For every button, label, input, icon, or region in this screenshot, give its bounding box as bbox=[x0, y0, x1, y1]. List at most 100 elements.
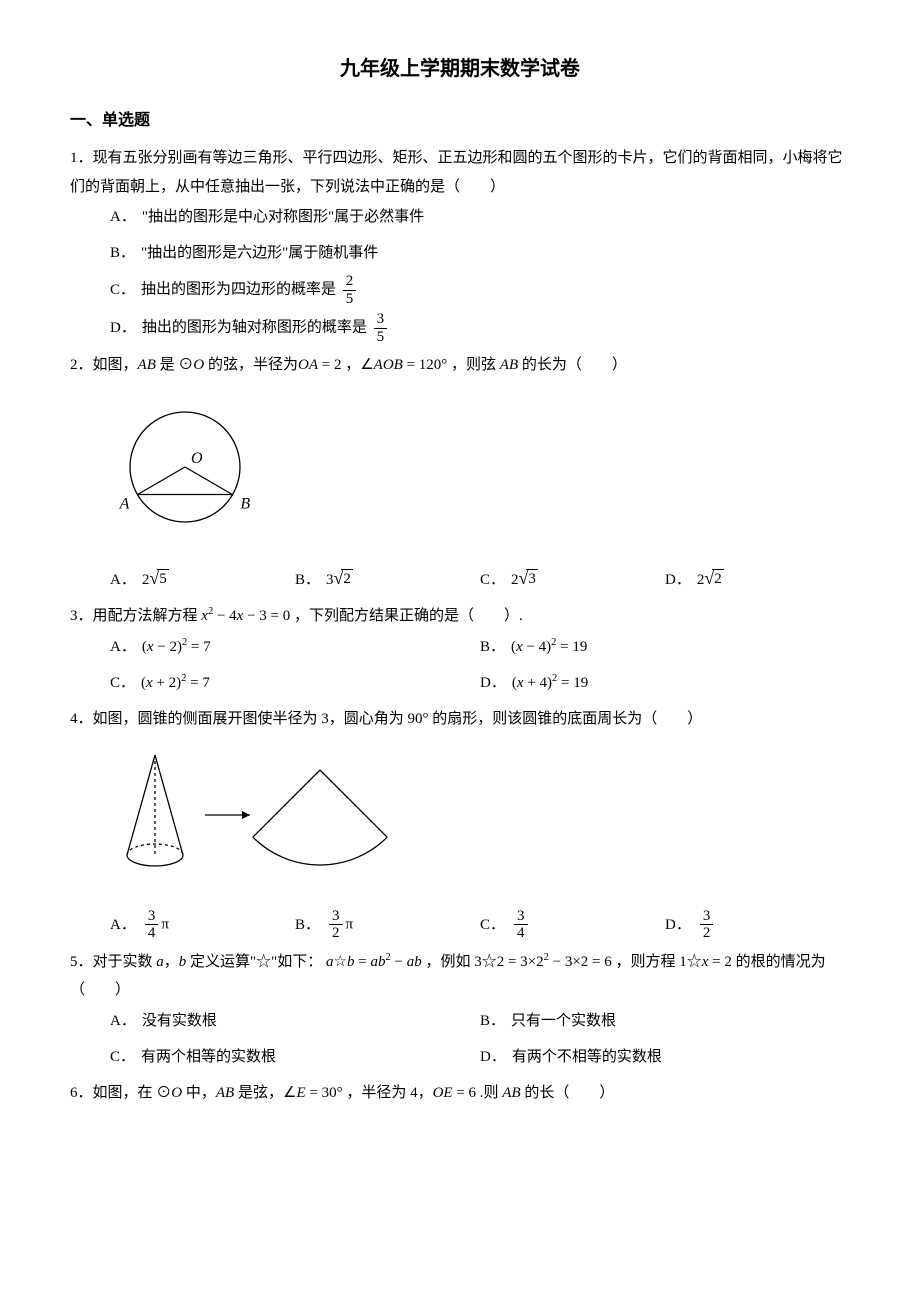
italic-text: E bbox=[296, 1085, 305, 1101]
options: A．"抽出的图形是中心对称图形"属于必然事件B．"抽出的图形是六边形"属于随机事… bbox=[110, 201, 850, 345]
option-label: C． bbox=[110, 1043, 135, 1072]
option-A: A．(x − 2)2 = 7 bbox=[110, 631, 480, 663]
italic-text: ab bbox=[407, 954, 422, 970]
option-label: A． bbox=[110, 203, 136, 232]
italic-text: O bbox=[193, 357, 204, 373]
option-B: B．32π bbox=[295, 908, 460, 942]
italic-text: AB bbox=[500, 357, 518, 373]
option-C: C．有两个相等的实数根 bbox=[110, 1041, 480, 1073]
option-label: B． bbox=[480, 633, 505, 662]
figure-circle-aob: OAB bbox=[110, 392, 265, 542]
question-number: 3． bbox=[70, 608, 93, 624]
italic-text: a bbox=[326, 954, 334, 970]
fraction: 34 bbox=[514, 908, 528, 942]
option-text: 没有实数根 bbox=[142, 1007, 217, 1036]
option-text: 2√3 bbox=[511, 566, 538, 595]
superscript: 2 bbox=[385, 952, 390, 963]
option-label: A． bbox=[110, 633, 136, 662]
question-number: 6． bbox=[70, 1085, 93, 1101]
page-title: 九年级上学期期末数学试卷 bbox=[70, 50, 850, 88]
option-label: D． bbox=[665, 566, 691, 595]
option-D: D．32 bbox=[665, 908, 830, 942]
fraction: 32 bbox=[700, 908, 714, 942]
option-text: 只有一个实数根 bbox=[511, 1007, 616, 1036]
option-label: B． bbox=[295, 911, 320, 940]
italic-text: AOB bbox=[374, 357, 403, 373]
question-3: 3．用配方法解方程 x2 − 4x − 3 = 0 ，下列配方结果正确的是（ ）… bbox=[70, 602, 850, 699]
italic-text: a bbox=[156, 954, 164, 970]
italic-text: b bbox=[347, 954, 355, 970]
superscript: 2 bbox=[181, 673, 186, 684]
question-figure bbox=[110, 745, 850, 896]
options: A．34πB．32πC．34D．32 bbox=[110, 908, 850, 942]
option-label: B． bbox=[110, 239, 135, 268]
section-title-1: 一、单选题 bbox=[70, 106, 850, 136]
superscript: 2 bbox=[544, 952, 549, 963]
question-stem: 1．现有五张分别画有等边三角形、平行四边形、矩形、正五边形和圆的五个图形的卡片，… bbox=[70, 144, 850, 201]
italic-text: b bbox=[179, 954, 187, 970]
option-B: B．(x − 4)2 = 19 bbox=[480, 631, 850, 663]
svg-text:B: B bbox=[240, 495, 250, 512]
option-B: B．只有一个实数根 bbox=[480, 1005, 850, 1037]
question-stem: 4．如图，圆锥的侧面展开图使半径为 3，圆心角为 90° 的扇形，则该圆锥的底面… bbox=[70, 705, 850, 734]
option-text: "抽出的图形是中心对称图形"属于必然事件 bbox=[142, 203, 424, 232]
roman-text: ∠ bbox=[283, 1085, 296, 1101]
italic-text: x bbox=[517, 675, 524, 691]
option-text: 34π bbox=[142, 908, 169, 942]
option-text: 有两个不相等的实数根 bbox=[512, 1043, 662, 1072]
option-text: 32 bbox=[697, 908, 717, 942]
superscript: 2 bbox=[551, 637, 556, 648]
option-B: B．3√2 bbox=[295, 564, 460, 596]
option-D: D．2√2 bbox=[665, 564, 830, 596]
option-A: A．"抽出的图形是中心对称图形"属于必然事件 bbox=[110, 201, 424, 233]
superscript: 2 bbox=[552, 673, 557, 684]
option-text: 34 bbox=[511, 908, 531, 942]
question-stem: 5．对于实数 a，b 定义运算"☆"如下： a☆b = ab2 − ab ，例如… bbox=[70, 948, 850, 1005]
option-D: D．(x + 4)2 = 19 bbox=[480, 667, 850, 699]
question-2: 2．如图，AB 是 ⊙O 的弦，半径为OA = 2 ，∠AOB = 120° ，… bbox=[70, 351, 850, 596]
option-text: 2√2 bbox=[697, 566, 724, 595]
options: A．2√5 B．3√2 C．2√3 D．2√2 bbox=[110, 564, 850, 596]
question-number: 1． bbox=[70, 150, 93, 166]
option-text: 抽出的图形为轴对称图形的概率是 35 bbox=[142, 311, 390, 345]
italic-text: x bbox=[146, 675, 153, 691]
italic-text: AB bbox=[502, 1085, 520, 1101]
option-text: 有两个相等的实数根 bbox=[141, 1043, 276, 1072]
roman-text: ∠ bbox=[360, 357, 373, 373]
option-text: (x − 4)2 = 19 bbox=[511, 633, 587, 662]
option-label: A． bbox=[110, 1007, 136, 1036]
sqrt: √5 bbox=[149, 569, 168, 588]
question-1: 1．现有五张分别画有等边三角形、平行四边形、矩形、正五边形和圆的五个图形的卡片，… bbox=[70, 144, 850, 345]
question-number: 5． bbox=[70, 954, 93, 970]
option-C: C．34 bbox=[480, 908, 645, 942]
italic-text: O bbox=[171, 1085, 182, 1101]
fraction: 32 bbox=[329, 908, 343, 942]
italic-text: x bbox=[516, 639, 523, 655]
italic-text: OE bbox=[433, 1085, 453, 1101]
option-B: B．"抽出的图形是六边形"属于随机事件 bbox=[110, 237, 378, 269]
option-D: D．有两个不相等的实数根 bbox=[480, 1041, 850, 1073]
italic-text: x bbox=[702, 954, 709, 970]
question-5: 5．对于实数 a，b 定义运算"☆"如下： a☆b = ab2 − ab ，例如… bbox=[70, 948, 850, 1073]
fraction: 25 bbox=[343, 273, 357, 307]
italic-text: OA bbox=[298, 357, 318, 373]
option-text: 3√2 bbox=[326, 566, 353, 595]
superscript: 2 bbox=[182, 637, 187, 648]
question-4: 4．如图，圆锥的侧面展开图使半径为 3，圆心角为 90° 的扇形，则该圆锥的底面… bbox=[70, 705, 850, 942]
option-text: "抽出的图形是六边形"属于随机事件 bbox=[141, 239, 378, 268]
questions-container: 1．现有五张分别画有等边三角形、平行四边形、矩形、正五边形和圆的五个图形的卡片，… bbox=[70, 144, 850, 1107]
fraction: 35 bbox=[374, 311, 388, 345]
option-text: (x + 4)2 = 19 bbox=[512, 669, 588, 698]
option-label: C． bbox=[110, 276, 135, 305]
italic-text: AB bbox=[216, 1085, 234, 1101]
option-label: D． bbox=[480, 1043, 506, 1072]
option-text: (x − 2)2 = 7 bbox=[142, 633, 211, 662]
option-label: A． bbox=[110, 911, 136, 940]
question-stem: 2．如图，AB 是 ⊙O 的弦，半径为OA = 2 ，∠AOB = 120° ，… bbox=[70, 351, 850, 380]
option-label: B． bbox=[480, 1007, 505, 1036]
option-C: C．2√3 bbox=[480, 564, 645, 596]
option-A: A．2√5 bbox=[110, 564, 275, 596]
question-number: 2． bbox=[70, 357, 93, 373]
option-A: A．没有实数根 bbox=[110, 1005, 480, 1037]
option-A: A．34π bbox=[110, 908, 275, 942]
